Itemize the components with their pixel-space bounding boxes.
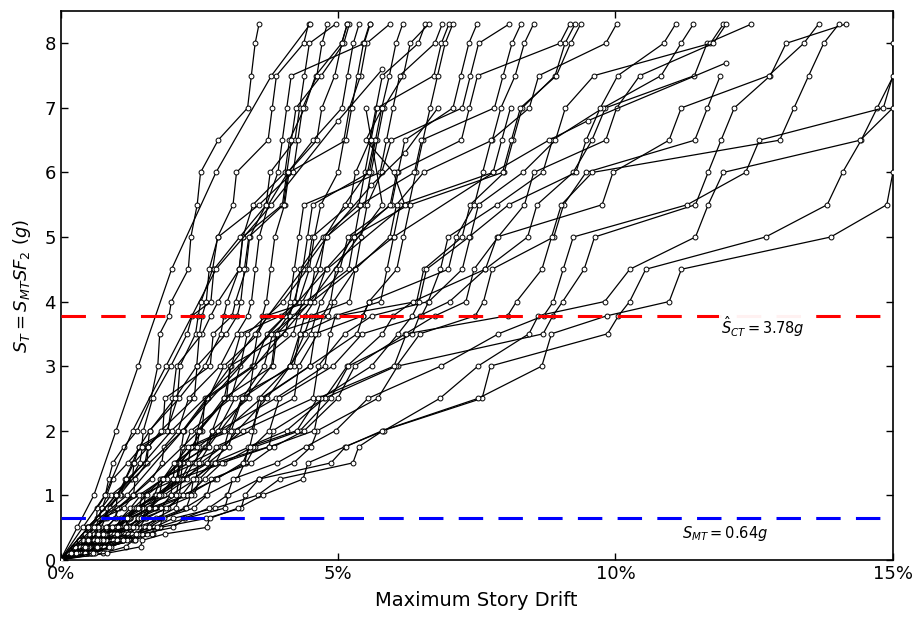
Y-axis label: $S_T = S_{MT}SF_2\ (g)$: $S_T = S_{MT}SF_2\ (g)$ [11,218,33,353]
X-axis label: Maximum Story Drift: Maximum Story Drift [375,591,578,610]
Text: $\hat{S}_{CT} = 3.78g$: $\hat{S}_{CT} = 3.78g$ [721,314,804,339]
Text: $S_{MT} = 0.64g$: $S_{MT} = 0.64g$ [682,524,768,543]
